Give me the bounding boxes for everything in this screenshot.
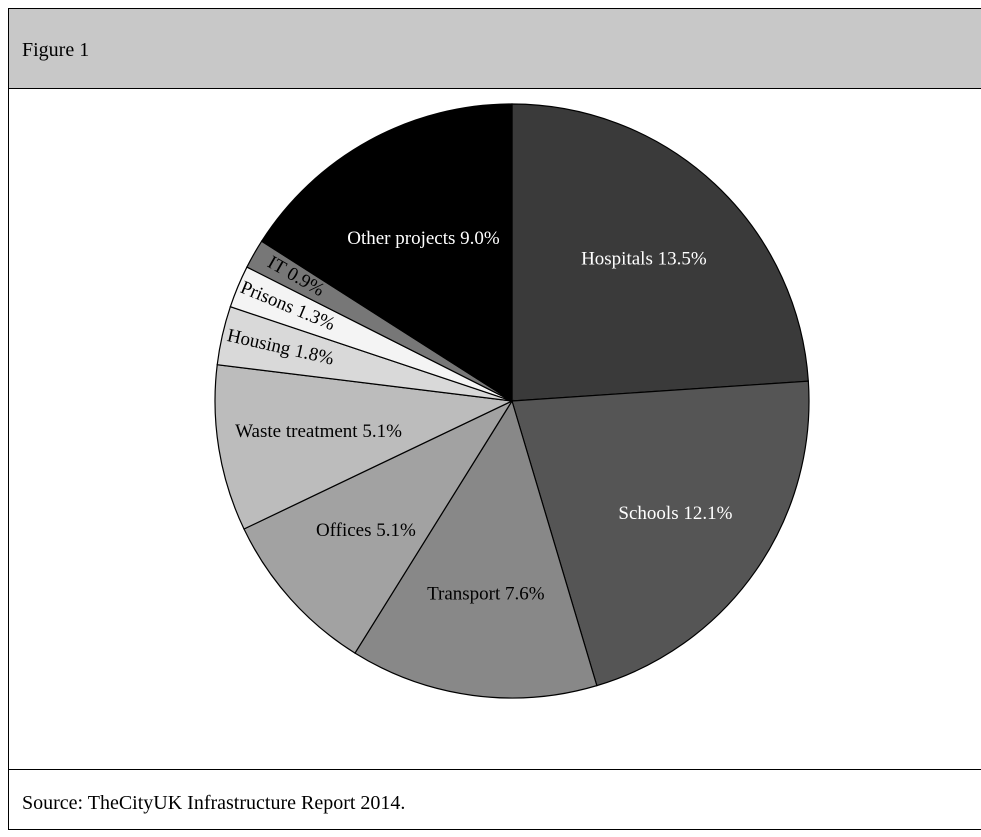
pie-slice-schools (511, 380, 810, 687)
slice-label-schools: Schools 12.1% (618, 503, 732, 524)
figure-label: Figure 1 (22, 39, 90, 61)
pie-slice-transport (354, 399, 598, 699)
slice-label-hospitals: Hospitals 13.5% (581, 248, 707, 269)
slice-label-waste-treatment: Waste treatment 5.1% (235, 421, 402, 442)
pie-chart: Hospitals 13.5% Schools 12.1% Transport 7.… (214, 103, 810, 699)
pie-slice-other-projects (260, 103, 513, 403)
chart-area: Hospitals 13.5% Schools 12.1% Transport 7.… (9, 89, 981, 770)
figure-frame: Figure 1 Hospitals 13.5% Schools 12.1% Tra… (8, 8, 981, 830)
pie-slice-waste-treatment (214, 364, 515, 530)
slice-label-transport: Transport 7.6% (427, 584, 545, 605)
slice-label-offices: Offices 5.1% (316, 520, 416, 541)
figure-header: Figure 1 (9, 9, 981, 89)
figure-footer: Source: TheCityUK Infrastructure Report … (9, 770, 981, 830)
pie-slice-offices (243, 399, 514, 654)
slice-label-other-projects: Other projects 9.0% (347, 228, 500, 249)
source-note: Source: TheCityUK Infrastructure Report … (22, 792, 406, 814)
pie-slice-hospitals (511, 103, 809, 402)
